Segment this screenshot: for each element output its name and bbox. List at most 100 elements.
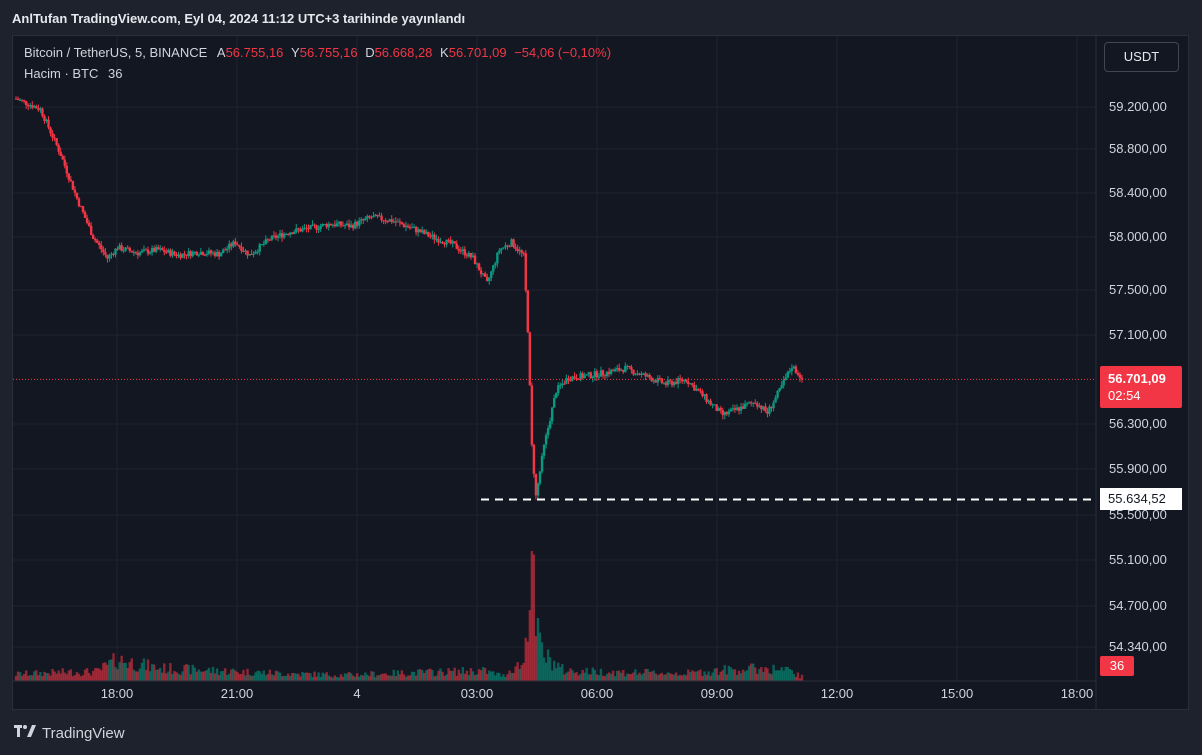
- candle-body: [319, 226, 322, 229]
- candle-body: [360, 219, 363, 221]
- candle-body: [132, 252, 136, 254]
- volume-bar: [423, 673, 426, 681]
- volume-bar: [305, 672, 308, 681]
- candle-body: [747, 402, 751, 404]
- volume-bar: [288, 675, 292, 681]
- candle-body: [644, 373, 647, 377]
- candle-body: [376, 214, 379, 217]
- volume-bar: [622, 670, 625, 681]
- candle-body: [622, 369, 625, 373]
- candle-body: [276, 235, 280, 238]
- volume-bar: [345, 673, 349, 681]
- candle-body: [122, 250, 125, 252]
- candle-body: [680, 379, 684, 382]
- volume-bar: [347, 671, 351, 681]
- y-tick-label: 55.900,00: [1109, 461, 1167, 476]
- volume-bar: [77, 673, 81, 681]
- candle-body: [713, 404, 716, 406]
- candle-body: [374, 214, 377, 216]
- candle-body: [335, 223, 339, 227]
- candle-body: [435, 238, 438, 240]
- candle-body: [224, 249, 227, 251]
- volume-bar: [195, 671, 198, 681]
- symbol-title[interactable]: Bitcoin / TetherUS, 5, BINANCE: [24, 45, 208, 60]
- volume-bar: [611, 670, 615, 681]
- volume-bar: [412, 671, 416, 681]
- candle-body: [240, 246, 243, 251]
- horizontal-line-label[interactable]: 55.634,52: [1100, 488, 1182, 510]
- candle-body: [96, 240, 99, 243]
- volume-bar: [293, 672, 296, 681]
- footer-brand[interactable]: TradingView: [14, 724, 125, 742]
- volume-bar: [256, 670, 259, 681]
- volume-bar: [295, 673, 298, 681]
- candle-body: [555, 393, 558, 398]
- volume-bar: [624, 676, 627, 681]
- chart-panel[interactable]: 59.200,00 58.800,00 58.400,00 58.000,00 57.5…: [12, 35, 1189, 710]
- price-chart[interactable]: 59.200,00 58.800,00 58.400,00 58.000,00 57.5…: [13, 36, 1189, 710]
- candle-body: [211, 252, 215, 254]
- candle-body: [642, 373, 645, 375]
- volume-bar: [597, 675, 601, 681]
- volume-bar: [490, 671, 493, 681]
- volume-bar: [646, 668, 649, 681]
- volume-bar: [331, 677, 335, 681]
- y-tick-label: 57.100,00: [1109, 327, 1167, 342]
- volume-bar: [587, 674, 590, 681]
- volume-bar: [29, 675, 32, 681]
- symbol-legend: Bitcoin / TetherUS, 5, BINANCE A56.755,1…: [24, 45, 611, 60]
- candle-body: [181, 253, 184, 258]
- volume-bar: [475, 674, 479, 681]
- volume-bar: [142, 658, 146, 681]
- candle-body: [41, 108, 44, 116]
- volume-bar: [341, 676, 345, 681]
- volume-bar: [136, 671, 140, 681]
- volume-bar: [741, 669, 745, 681]
- volume-bar: [333, 675, 337, 681]
- candle-body: [67, 173, 71, 180]
- volume-bar: [315, 676, 318, 681]
- candle-body: [784, 377, 787, 381]
- volume-label[interactable]: Hacim · BTC: [24, 66, 99, 81]
- volume-bar: [309, 673, 312, 681]
- volume-bar: [120, 655, 123, 681]
- candle-body: [106, 254, 109, 259]
- candle-body: [553, 397, 556, 408]
- volume-bar: [230, 669, 233, 681]
- change-value: −54,06 (−0,10%): [514, 45, 612, 60]
- volume-bar: [613, 676, 617, 681]
- volume-bar: [140, 662, 144, 681]
- candle-body: [130, 250, 133, 253]
- volume-bar: [183, 665, 186, 681]
- candle-body: [14, 98, 18, 100]
- candle-body: [307, 228, 310, 230]
- candle-body: [201, 251, 205, 255]
- currency-button[interactable]: USDT: [1104, 42, 1179, 72]
- candle-body: [69, 179, 73, 181]
- volume-bar: [226, 674, 229, 681]
- volume-bar: [445, 674, 448, 681]
- candle-body: [286, 233, 290, 235]
- candle-body: [89, 225, 93, 235]
- candle-body: [743, 403, 747, 409]
- volume-bar: [79, 676, 83, 681]
- candle-body: [165, 252, 168, 254]
- volume-bar: [94, 668, 97, 681]
- candle-body: [678, 378, 682, 380]
- candle-body: [128, 247, 131, 251]
- volume-bar: [150, 664, 154, 681]
- volume-bar: [492, 671, 495, 681]
- volume-bar: [506, 674, 509, 681]
- volume-bar: [321, 672, 324, 681]
- volume-bar: [282, 675, 286, 681]
- candle-body: [571, 376, 574, 381]
- volume-bar: [130, 658, 133, 681]
- candle-body: [709, 400, 712, 405]
- candle-body: [156, 247, 160, 250]
- volume-bar: [575, 672, 578, 681]
- volume-bar: [532, 554, 536, 681]
- volume-bar: [61, 668, 64, 681]
- x-tick-label: 18:00: [1061, 686, 1094, 701]
- volume-bar: [555, 668, 558, 681]
- volume-bar: [384, 673, 387, 681]
